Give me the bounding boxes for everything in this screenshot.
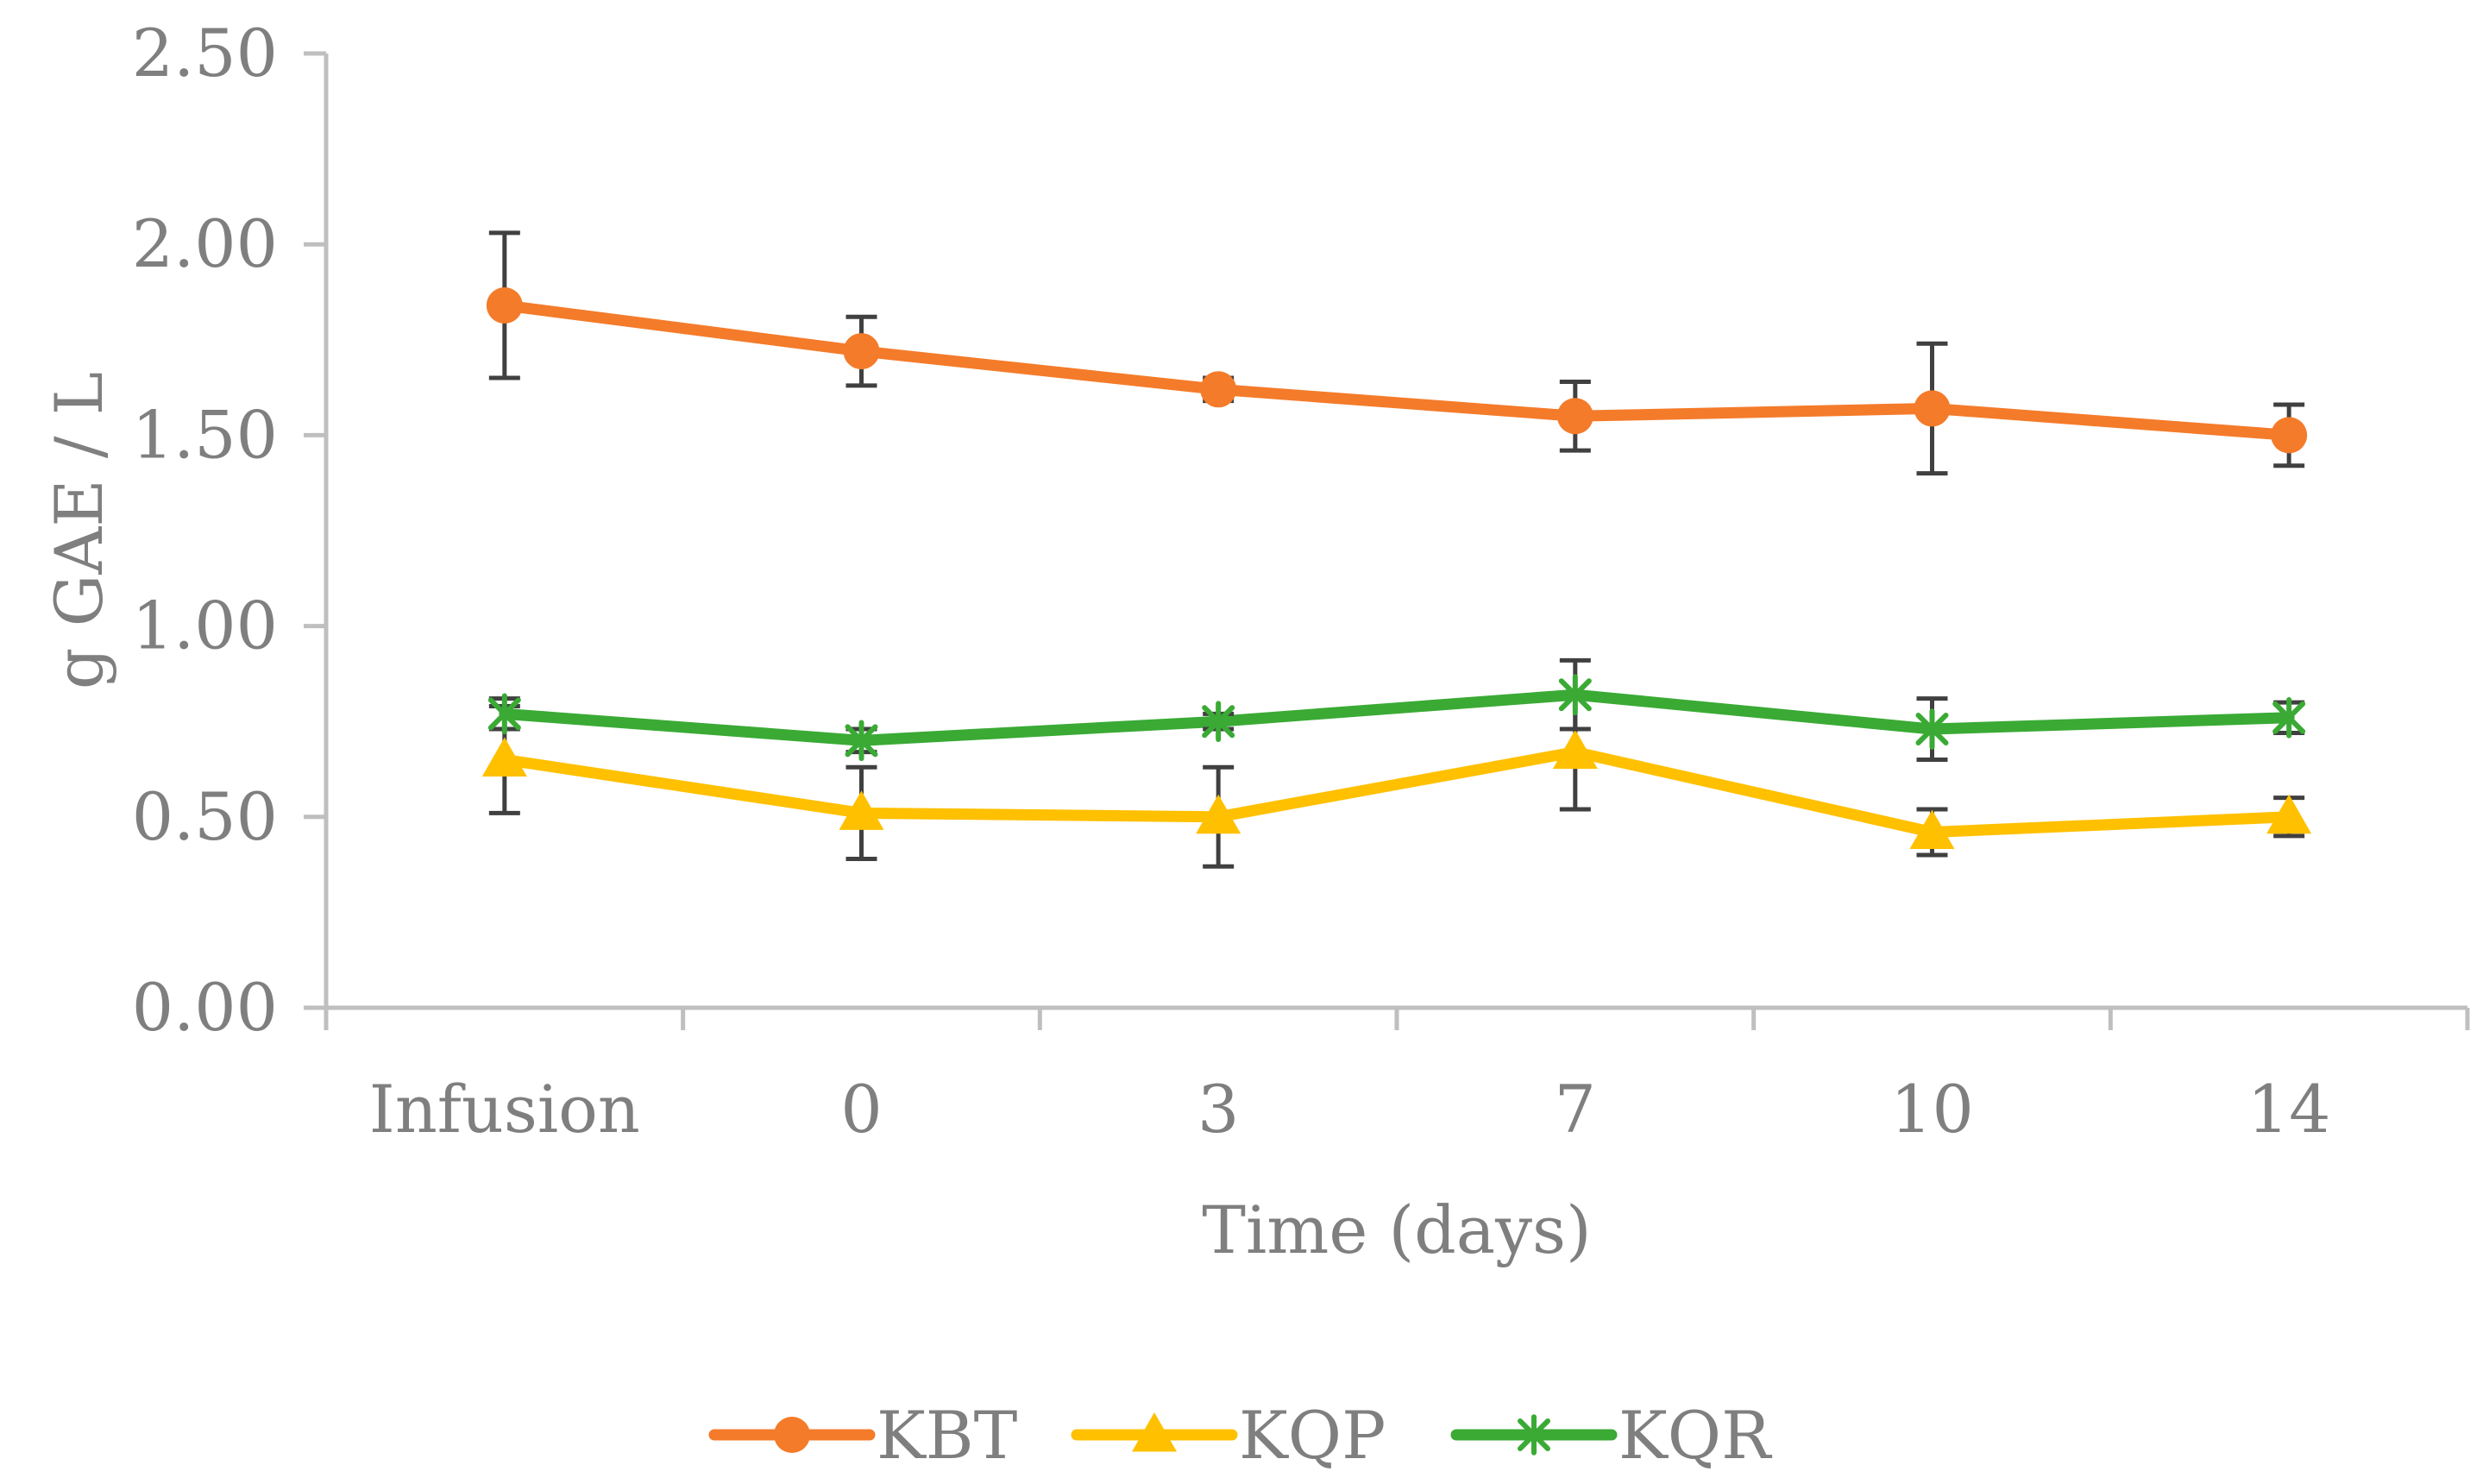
data-point-kqr	[1915, 708, 1949, 750]
x-tick-label: 7	[1555, 1071, 1596, 1148]
legend-marker	[1132, 1412, 1177, 1452]
series-kqp	[481, 692, 2312, 869]
y-tick-label: 1.00	[132, 588, 278, 664]
series-line-kbt	[499, 299, 2295, 441]
series-line-kqp	[499, 746, 2295, 838]
data-point-kbt	[2271, 417, 2308, 454]
x-tick-label: 3	[1197, 1071, 1239, 1148]
legend-label: KBT	[877, 1397, 1017, 1474]
y-tick-label: 0.00	[132, 969, 278, 1046]
data-point-kqr	[2272, 696, 2306, 739]
y-axis-ticks: 0.00 0.50 1.00 1.50 2.00 2.50	[132, 15, 326, 1046]
data-point-kqp	[481, 737, 527, 777]
legend-marker	[1518, 1414, 1550, 1456]
x-tick-label: 0	[840, 1071, 882, 1148]
data-point-kbt	[843, 333, 880, 370]
legend-marker	[774, 1417, 810, 1453]
data-point-kqp	[1552, 729, 1598, 770]
series-layer	[481, 230, 2312, 869]
series-line-kqr	[499, 689, 2295, 746]
legend-label: KQR	[1618, 1397, 1773, 1474]
data-point-kbt	[1914, 390, 1951, 427]
series-kbt	[486, 230, 2308, 476]
x-axis-ticks: Infusion 0 3 7 10 14	[324, 1008, 2470, 1148]
data-point-kqp	[839, 790, 884, 830]
x-axis-title: Time (days)	[1202, 1192, 1591, 1268]
legend-label: KQP	[1239, 1397, 1386, 1474]
y-tick-label: 2.00	[132, 205, 278, 282]
y-tick-label: 2.50	[132, 15, 278, 91]
legend-item-kqp: KQP	[1071, 1397, 1386, 1474]
series-kqr	[487, 657, 2306, 762]
data-point-kqr	[1202, 701, 1235, 742]
data-point-kbt	[1556, 398, 1593, 435]
x-tick-label: 10	[1890, 1071, 1974, 1148]
data-point-kqr	[487, 693, 521, 735]
y-tick-label: 1.50	[132, 396, 278, 473]
x-tick-label: Infusion	[369, 1071, 640, 1148]
data-point-kbt	[486, 286, 523, 324]
data-point-kbt	[1200, 371, 1237, 408]
data-point-kqp	[1909, 809, 1955, 849]
legend: KBT KQP KQR	[708, 1397, 1773, 1474]
x-tick-label: 14	[2247, 1071, 2331, 1148]
data-point-kqp	[1196, 794, 1241, 834]
data-point-kqp	[2266, 794, 2312, 834]
data-point-kqr	[845, 720, 878, 762]
y-axis-title: g GAE / L	[41, 372, 117, 689]
legend-item-kqr: KQR	[1450, 1397, 1773, 1474]
y-tick-label: 0.50	[132, 778, 278, 855]
legend-item-kbt: KBT	[708, 1397, 1017, 1474]
data-point-kqr	[1558, 674, 1592, 716]
